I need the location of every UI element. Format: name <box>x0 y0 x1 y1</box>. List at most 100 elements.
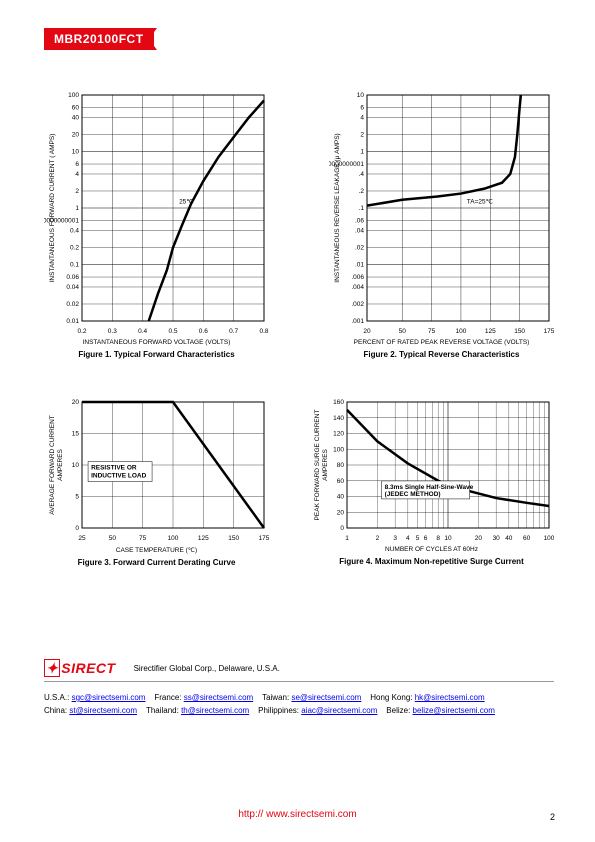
svg-text:6: 6 <box>75 161 79 168</box>
svg-text:.001: .001 <box>351 318 364 325</box>
svg-text:140: 140 <box>333 415 344 422</box>
footer: ✦SIRECT Sirectifier Global Corp., Delawa… <box>44 660 554 718</box>
svg-text:10: 10 <box>444 535 452 542</box>
fig2-xlabel: PERCENT OF RATED PEAK REVERSE VOLTAGE (V… <box>354 339 530 346</box>
company-name: Sirectifier Global Corp., Delaware, U.S.… <box>134 664 280 673</box>
svg-text:100: 100 <box>68 92 79 99</box>
svg-text:100: 100 <box>544 535 554 542</box>
figure-1: 0.20.30.40.50.60.70.80.010.020.040.060.1… <box>44 90 269 359</box>
svg-text:0.7: 0.7 <box>229 328 238 335</box>
svg-text:75: 75 <box>139 535 147 542</box>
svg-text:2: 2 <box>376 535 380 542</box>
contact-email-link[interactable]: belize@sirectsemi.com <box>413 706 495 715</box>
fig4-title: Figure 4. Maximum Non-repetitive Surge C… <box>339 557 523 566</box>
svg-text:1: 1 <box>75 205 79 212</box>
svg-text:0.6: 0.6 <box>199 328 208 335</box>
svg-text:25℃: 25℃ <box>179 199 194 206</box>
svg-text:AVERAGE FORWARD CURRENT: AVERAGE FORWARD CURRENT <box>49 415 56 515</box>
figure-2: 205075100125150175.001.002.004.006.01.02… <box>329 90 554 359</box>
svg-text:2: 2 <box>75 188 79 195</box>
svg-text:150: 150 <box>228 535 239 542</box>
svg-text:PEAK FORWARD SURGE CURRENT: PEAK FORWARD SURGE CURRENT <box>314 410 321 521</box>
svg-text:0.2: 0.2 <box>77 328 86 335</box>
svg-text:100: 100 <box>456 328 467 335</box>
svg-text:100: 100 <box>168 535 179 542</box>
svg-text:60: 60 <box>337 478 345 485</box>
svg-text:.4: .4 <box>359 171 365 178</box>
svg-text:75: 75 <box>428 328 436 335</box>
svg-text:.02: .02 <box>355 244 364 251</box>
svg-text:3: 3 <box>393 535 397 542</box>
svg-text:INDUCTIVE LOAD: INDUCTIVE LOAD <box>91 473 147 480</box>
svg-text:20: 20 <box>72 399 80 406</box>
svg-text:60: 60 <box>72 105 80 112</box>
svg-text:6: 6 <box>360 105 364 112</box>
svg-text:.04: .04 <box>355 227 364 234</box>
svg-text:30: 30 <box>493 535 501 542</box>
svg-text:(JEDEC METHOD): (JEDEC METHOD) <box>385 491 441 498</box>
badge-decoration <box>149 28 157 50</box>
fig2-title: Figure 2. Typical Reverse Characteristic… <box>364 350 520 359</box>
contact-email-link[interactable]: ss@sirectsemi.com <box>184 693 253 702</box>
contact-email-link[interactable]: sgc@sirectsemi.com <box>72 693 146 702</box>
fig1-svg: 0.20.30.40.50.60.70.80.010.020.040.060.1… <box>44 90 269 335</box>
svg-text:175: 175 <box>259 535 269 542</box>
svg-text:AMPERES: AMPERES <box>57 448 64 480</box>
figure-3: 25507510012515017505101520RESISTIVE ORIN… <box>44 397 269 567</box>
contacts: U.S.A.: sgc@sirectsemi.com France: ss@si… <box>44 692 554 718</box>
svg-text:20: 20 <box>337 509 345 516</box>
svg-text:8: 8 <box>436 535 440 542</box>
svg-text:100: 100 <box>333 446 344 453</box>
svg-text:0.02: 0.02 <box>66 301 79 308</box>
svg-text:.2: .2 <box>359 188 365 195</box>
fig4-svg: 1234568102030406010002040608010012014016… <box>309 397 554 542</box>
svg-text:20: 20 <box>475 535 483 542</box>
svg-text:80: 80 <box>337 462 345 469</box>
fig3-title: Figure 3. Forward Current Derating Curve <box>78 558 236 567</box>
contact-email-link[interactable]: hk@sirectsemi.com <box>415 693 485 702</box>
svg-text:.01: .01 <box>355 262 364 269</box>
footer-url: http:// www.sirectsemi.com <box>0 809 595 820</box>
svg-text:1: 1 <box>345 535 349 542</box>
svg-text:TA=25℃: TA=25℃ <box>467 199 494 206</box>
svg-text:125: 125 <box>485 328 496 335</box>
svg-text:40: 40 <box>72 114 80 121</box>
svg-text:0: 0 <box>75 525 79 532</box>
svg-text:0.2: 0.2 <box>70 244 79 251</box>
svg-text:10: 10 <box>72 462 80 469</box>
svg-text:0.4: 0.4 <box>70 227 79 234</box>
part-number-badge: MBR20100FCT <box>44 28 154 50</box>
svg-text:5: 5 <box>75 494 79 501</box>
svg-text:125: 125 <box>198 535 209 542</box>
svg-text:INSTANTANEOUS REVERSE LEAKAGE: INSTANTANEOUS REVERSE LEAKAGE (μ AMPS) <box>334 133 341 282</box>
svg-text:4: 4 <box>75 171 79 178</box>
fig3-svg: 25507510012515017505101520RESISTIVE ORIN… <box>44 397 269 542</box>
svg-text:150: 150 <box>514 328 525 335</box>
svg-text:4: 4 <box>360 114 364 121</box>
svg-text:.006: .006 <box>351 274 364 281</box>
svg-text:1: 1 <box>360 149 364 156</box>
svg-text:5: 5 <box>416 535 420 542</box>
svg-text:8.3ms Single Half-Sine-Wave: 8.3ms Single Half-Sine-Wave <box>385 484 474 491</box>
svg-text:40: 40 <box>505 535 513 542</box>
contact-email-link[interactable]: th@sirectsemi.com <box>181 706 249 715</box>
svg-text:INSTANTANEOUS FORWARD CURRENT: INSTANTANEOUS FORWARD CURRENT ( AMPS) <box>49 134 56 283</box>
contact-email-link[interactable]: st@sirectsemi.com <box>69 706 137 715</box>
svg-text:25: 25 <box>78 535 86 542</box>
contact-email-link[interactable]: aiac@sirectsemi.com <box>301 706 377 715</box>
svg-text:0.5: 0.5 <box>168 328 177 335</box>
svg-text:120: 120 <box>333 431 344 438</box>
svg-text:AMPERES: AMPERES <box>322 448 329 480</box>
svg-text:160: 160 <box>333 399 344 406</box>
fig3-xlabel: CASE TEMPERATURE (℃) <box>116 546 197 554</box>
company-logo: ✦SIRECT <box>44 660 116 677</box>
svg-text:0.06: 0.06 <box>66 274 79 281</box>
svg-text:.002: .002 <box>351 301 364 308</box>
svg-text:0.04: 0.04 <box>66 284 79 291</box>
svg-text:20: 20 <box>363 328 371 335</box>
svg-text:0.01: 0.01 <box>66 318 79 325</box>
page-number: 2 <box>550 812 555 822</box>
figure-4: 1234568102030406010002040608010012014016… <box>309 397 554 567</box>
contact-email-link[interactable]: se@sirectsemi.com <box>291 693 361 702</box>
svg-text:15: 15 <box>72 431 80 438</box>
